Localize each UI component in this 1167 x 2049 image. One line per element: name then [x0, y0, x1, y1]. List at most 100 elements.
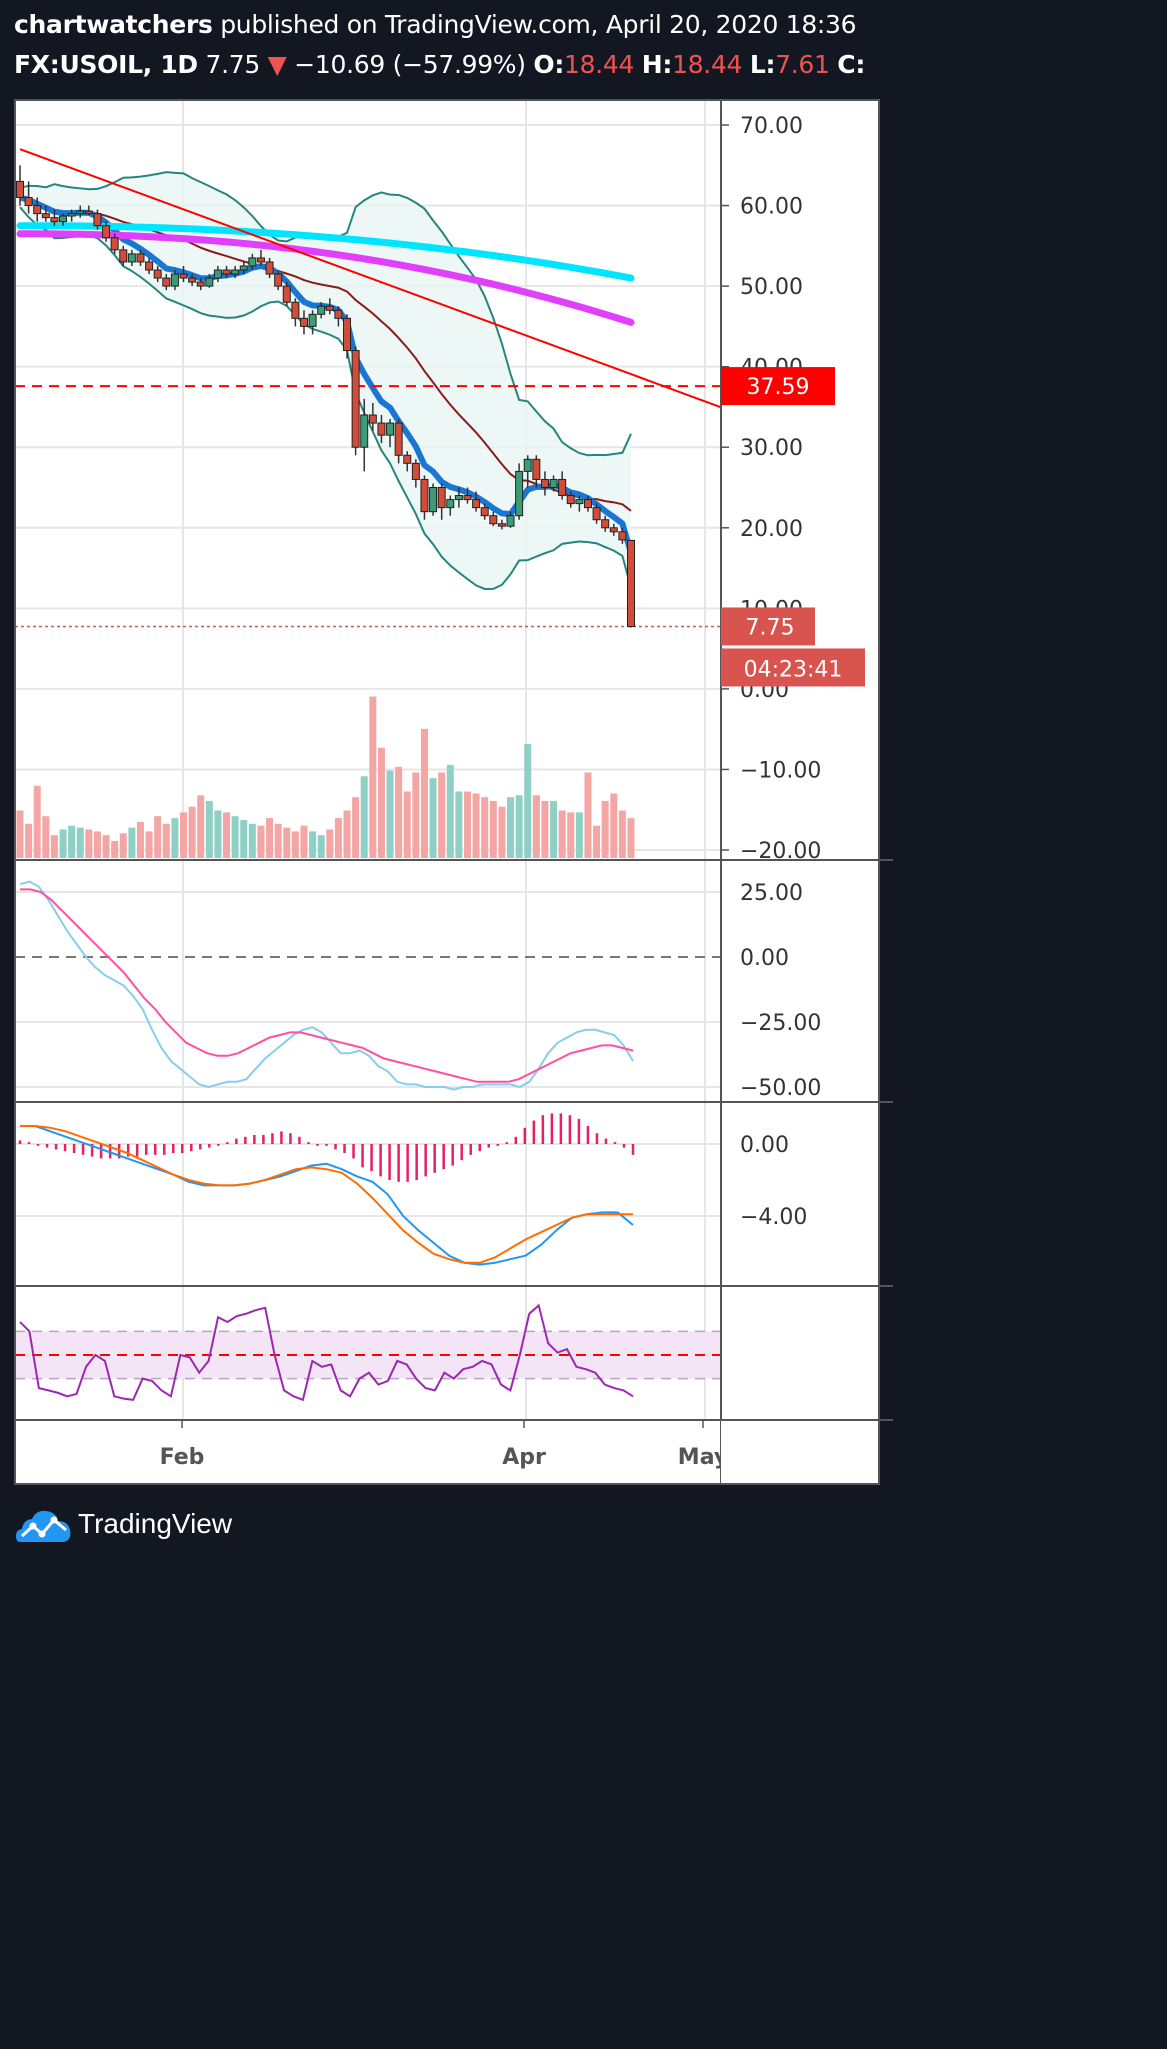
candle-body [360, 414, 369, 448]
candle-body [213, 269, 222, 279]
publish-info: chartwatchers published on TradingView.c… [14, 10, 857, 39]
chart-area[interactable]: 70.0060.0050.0040.0030.0020.0010.000.00−… [0, 0, 893, 1490]
candle-body [222, 269, 231, 275]
volume-bar [550, 801, 558, 858]
volume-bar [240, 820, 248, 858]
volume-bar [154, 816, 162, 858]
candle-body [196, 281, 205, 287]
level-price-label: 37.59 [747, 375, 810, 400]
volume-bar [102, 835, 110, 858]
candle-body [179, 273, 188, 279]
price-tick-label: 30.00 [740, 436, 803, 461]
volume-bar [352, 797, 360, 858]
volume-bars [16, 696, 635, 858]
volume-bar [446, 764, 454, 858]
stoch-tick-label: 25.00 [740, 881, 803, 906]
volume-bar [507, 797, 515, 858]
candle-body [429, 487, 438, 513]
stochastic-pane [15, 880, 721, 1091]
brand-name[interactable]: TradingView [78, 1508, 233, 1539]
candle-body [566, 495, 575, 505]
volume-bar [601, 801, 609, 858]
candle-body [24, 197, 33, 207]
down-arrow-icon: ▼ [267, 50, 287, 79]
candle-body [325, 305, 334, 311]
candle-body [59, 215, 68, 223]
high-label: H: [641, 50, 673, 79]
candle-body [248, 257, 257, 267]
candle-body [282, 285, 291, 303]
candle-body [497, 523, 506, 527]
pane-borders [14, 99, 893, 1485]
volume-bar [420, 728, 428, 858]
volume-bar [248, 823, 256, 858]
candle-body [368, 414, 377, 424]
candle-body [549, 478, 558, 489]
volume-bar [541, 801, 549, 858]
candle-body [523, 458, 532, 472]
candle-body [102, 225, 111, 239]
tradingview-logo-icon[interactable] [14, 1504, 74, 1548]
candle-body [265, 261, 274, 275]
publisher-name[interactable]: chartwatchers [14, 10, 213, 39]
volume-bar [188, 806, 196, 858]
candle-body [532, 458, 541, 480]
volume-bar [33, 785, 41, 858]
volume-bar [481, 797, 489, 858]
last-price-tag [721, 607, 815, 646]
volume-bar [197, 795, 205, 858]
rsi-line [19, 1303, 634, 1402]
macd-tick-label: 0.00 [740, 1133, 789, 1158]
volume-bar [532, 795, 540, 858]
candle-body [437, 487, 446, 509]
time-tick-label: Feb [160, 1445, 205, 1470]
volume-bar [369, 696, 377, 858]
symbol-line: FX:USOIL, 1D 7.75 ▼ −10.69 (−57.99%) O:1… [14, 50, 865, 79]
price-axis: 70.0060.0050.0040.0030.0020.0010.000.00−… [720, 100, 821, 1484]
candle-body [127, 253, 136, 263]
trend-line [19, 148, 722, 409]
level-price-tag [721, 367, 835, 406]
volume-bar [334, 818, 342, 858]
symbol-label[interactable]: FX:USOIL, 1D [14, 50, 198, 79]
candle-body [162, 277, 171, 287]
volume-bar [59, 829, 67, 858]
volume-bar [455, 791, 463, 858]
volume-bar [205, 801, 213, 858]
candle-body [50, 217, 59, 223]
candle-body [308, 313, 317, 327]
last-price-label: 7.75 [746, 615, 795, 640]
candle-body [558, 478, 567, 497]
volume-bar [343, 810, 351, 858]
candle-body [377, 422, 386, 436]
volume-bar [429, 778, 437, 858]
candle-body [84, 210, 93, 215]
volume-bar [412, 772, 420, 858]
candle-body [515, 470, 524, 517]
volume-bar [360, 776, 368, 858]
volume-bar [85, 829, 93, 858]
candle-body [205, 277, 214, 287]
volume-bar [395, 766, 403, 858]
candle-body [188, 277, 197, 283]
stoch-tick-label: −25.00 [740, 1011, 821, 1036]
candle-body [592, 507, 601, 521]
candle-body [110, 237, 119, 251]
price-change: −10.69 (−57.99%) [294, 50, 526, 79]
rsi-pane [15, 1303, 721, 1402]
candle-body [16, 180, 24, 198]
candle-body [351, 350, 360, 448]
volume-bar [68, 825, 76, 858]
volume-bar [326, 829, 334, 858]
volume-bar [180, 812, 188, 858]
volume-bar [76, 827, 84, 858]
open-label: O: [533, 50, 565, 79]
volume-bar [515, 795, 523, 858]
volume-bar [377, 747, 385, 858]
candle-body [472, 499, 481, 509]
moving-averages [15, 148, 722, 628]
price-tick-label: 50.00 [740, 275, 803, 300]
last-price: 7.75 [205, 50, 261, 79]
candle-body [454, 495, 463, 501]
volume-bar [42, 816, 50, 858]
